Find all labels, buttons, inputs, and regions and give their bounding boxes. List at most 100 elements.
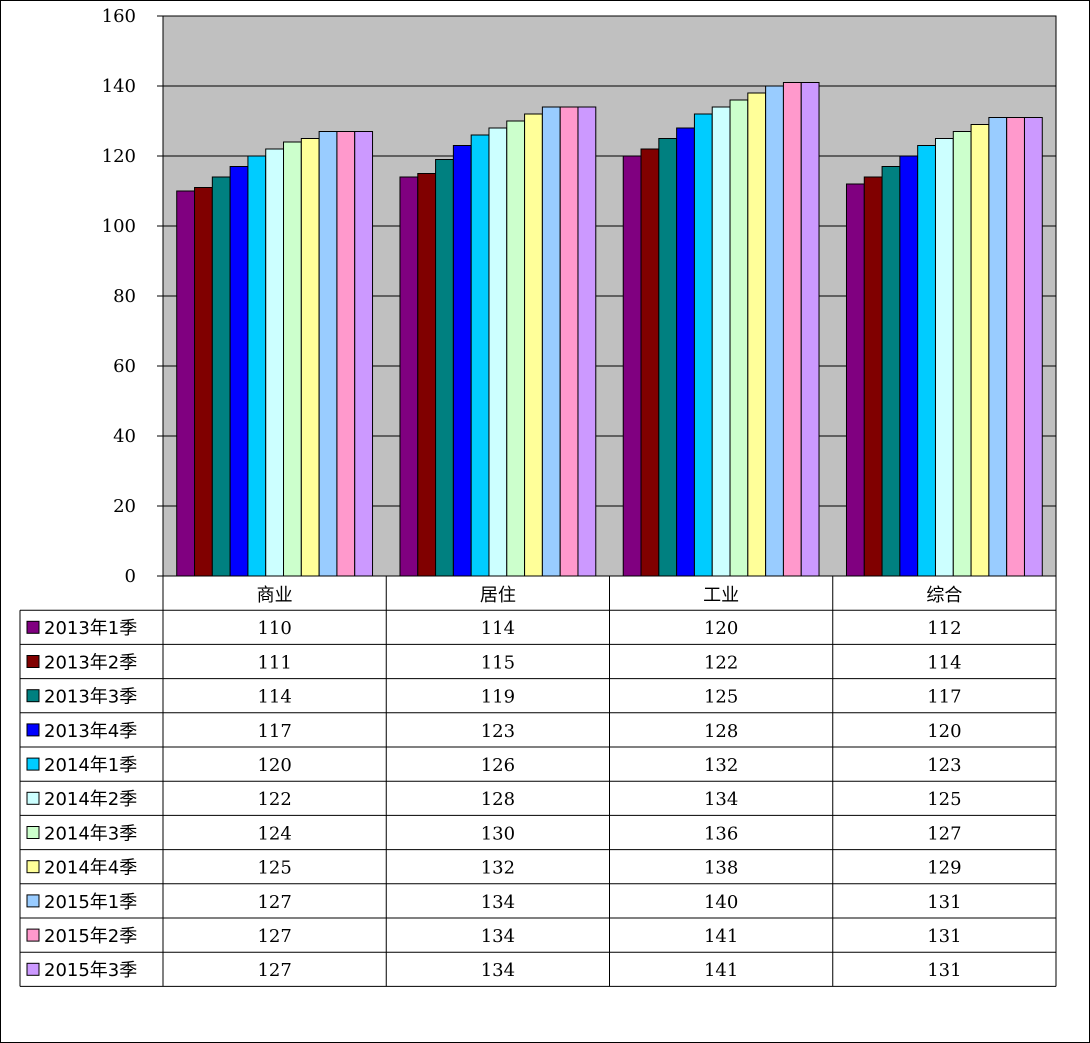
y-tick-label: 0 — [125, 566, 136, 587]
bar — [541, 106, 561, 577]
legend-swatch — [26, 791, 40, 805]
data-label: 119 — [481, 687, 515, 708]
data-label: 125 — [257, 858, 291, 879]
data-label: 126 — [481, 755, 515, 776]
legend-swatch — [26, 757, 40, 771]
data-label: 131 — [927, 960, 961, 981]
bar — [524, 113, 543, 577]
category-label: 居住 — [480, 585, 516, 606]
data-label: 123 — [481, 721, 515, 742]
legend-label: 2015年1季 — [44, 892, 137, 913]
bar — [176, 190, 196, 577]
data-label: 125 — [704, 687, 738, 708]
y-tick-label: 40 — [113, 426, 136, 447]
bar — [470, 134, 490, 577]
data-label: 132 — [481, 858, 515, 879]
data-label: 128 — [481, 789, 515, 810]
bar — [845, 183, 865, 577]
legend-label: 2013年1季 — [44, 618, 137, 639]
data-label: 136 — [704, 823, 738, 844]
y-tick-label: 80 — [113, 286, 136, 307]
data-label: 120 — [927, 721, 961, 742]
bar — [800, 82, 820, 577]
legend-label: 2013年3季 — [44, 687, 137, 708]
bar — [899, 155, 919, 577]
bar — [354, 131, 374, 577]
bar — [1006, 117, 1025, 577]
data-label: 127 — [257, 892, 291, 913]
data-label: 130 — [481, 823, 515, 844]
bar — [622, 155, 642, 577]
legend-label: 2015年2季 — [44, 926, 137, 947]
legend-swatch — [26, 928, 40, 942]
bar — [577, 106, 597, 577]
category-label: 综合 — [926, 585, 962, 606]
bar — [881, 166, 901, 577]
legend-swatch — [26, 723, 40, 737]
bar — [658, 138, 678, 577]
data-label: 115 — [481, 652, 515, 673]
data-label: 120 — [704, 618, 738, 639]
bar — [934, 138, 954, 577]
legend-swatch — [26, 894, 40, 908]
data-label: 123 — [927, 755, 961, 776]
bars — [176, 82, 1043, 577]
data-label: 127 — [257, 926, 291, 947]
bar — [435, 159, 454, 577]
data-label: 131 — [927, 926, 961, 947]
data-label: 127 — [257, 960, 291, 981]
data-label: 132 — [704, 755, 738, 776]
legend-swatch — [26, 655, 40, 668]
data-table: 商业 居住 工业 综合 2013年1季 110 114 120 112 2013年2季 111 115… — [19, 575, 1057, 987]
legend-label: 2015年3季 — [44, 960, 137, 981]
bar — [283, 141, 302, 577]
bar — [247, 155, 267, 577]
data-label: 117 — [927, 687, 961, 708]
data-label: 128 — [704, 721, 738, 742]
bar — [559, 106, 579, 577]
bar — [399, 176, 419, 577]
data-label: 114 — [257, 687, 291, 708]
legend-label: 2013年2季 — [44, 652, 137, 673]
bar — [640, 148, 660, 577]
data-label: 117 — [257, 721, 291, 742]
legend-label: 2014年4季 — [44, 858, 137, 879]
legend-swatch — [26, 826, 40, 839]
y-tick-label: 20 — [113, 496, 136, 517]
legend-swatch — [26, 689, 40, 703]
bar — [782, 82, 802, 577]
y-tick-label: 160 — [102, 6, 136, 27]
bar — [952, 131, 972, 577]
legend-label: 2013年4季 — [44, 721, 137, 742]
legend-swatch — [26, 620, 40, 634]
legend-label: 2014年3季 — [44, 823, 137, 844]
bar — [970, 124, 990, 577]
bar — [1023, 117, 1043, 577]
data-label: 111 — [257, 652, 291, 673]
data-label: 134 — [704, 789, 738, 810]
bar — [676, 127, 695, 577]
bar — [336, 131, 356, 577]
y-tick-label: 140 — [102, 76, 136, 97]
bar — [318, 131, 338, 577]
legend-label: 2014年1季 — [44, 755, 137, 776]
data-label: 112 — [927, 618, 961, 639]
bar — [917, 145, 936, 577]
data-label: 129 — [927, 858, 961, 879]
bar — [417, 173, 437, 577]
data-label: 141 — [704, 926, 738, 947]
bar — [765, 85, 784, 577]
data-label: 140 — [704, 892, 738, 913]
y-tick-label: 100 — [102, 216, 136, 237]
bar — [693, 113, 713, 577]
bar — [863, 176, 883, 577]
data-label: 120 — [257, 755, 291, 776]
bar — [194, 187, 213, 577]
data-label: 125 — [927, 789, 961, 810]
data-label: 124 — [257, 823, 291, 844]
bar — [729, 99, 749, 577]
legend-swatch — [26, 860, 40, 874]
y-axis-ticks: 0 20 40 60 80 100 120 140 160 — [102, 6, 136, 587]
data-label: 114 — [481, 618, 515, 639]
